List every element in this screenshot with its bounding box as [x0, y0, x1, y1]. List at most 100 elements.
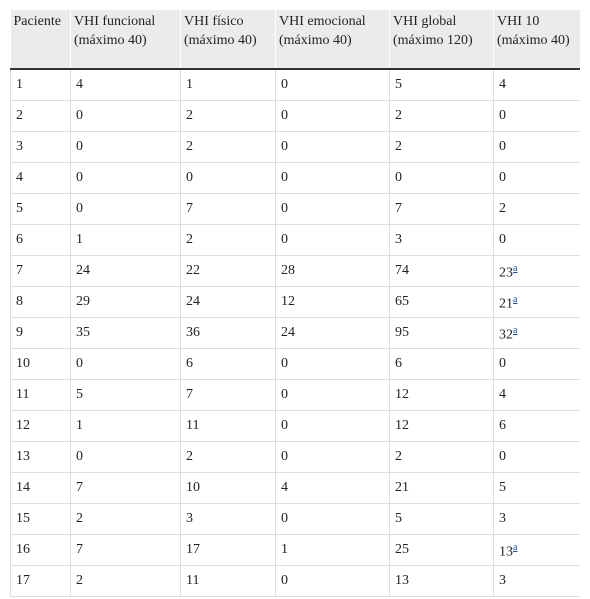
table-cell: 17	[180, 534, 276, 566]
table-cell: 12	[389, 410, 494, 442]
table-cell: 0	[180, 162, 276, 194]
table-cell: 11	[10, 379, 71, 411]
table-cell: 5	[389, 69, 494, 101]
table-cell: 16	[10, 534, 71, 566]
table-cell: 2	[70, 565, 181, 597]
table-cell: 24	[70, 255, 181, 287]
column-header: VHI 10 (máximo 40)	[493, 10, 580, 70]
table-cell: 36	[180, 317, 276, 349]
table-cell: 10	[180, 472, 276, 504]
table-cell: 6	[389, 348, 494, 380]
table-cell: 13a	[493, 534, 580, 566]
table-cell: 12	[275, 286, 390, 318]
table-cell: 13	[10, 441, 71, 473]
footnote-marker: a	[513, 261, 517, 274]
table-cell: 2	[10, 100, 71, 132]
table-cell: 0	[275, 441, 390, 473]
table-cell: 7	[10, 255, 71, 287]
table-cell: 5	[70, 379, 181, 411]
table-cell: 2	[493, 193, 580, 225]
column-header: VHI físico (máximo 40)	[180, 10, 276, 70]
table-row: 9 35 36 24 95 32a	[10, 317, 580, 349]
table-cell: 1	[70, 410, 181, 442]
footnote-link[interactable]: a	[513, 324, 518, 336]
table-cell: 0	[70, 131, 181, 163]
table-cell: 3	[180, 503, 276, 535]
table-cell: 12	[10, 410, 71, 442]
table-cell: 0	[275, 69, 390, 101]
table-cell: 3	[493, 565, 580, 597]
table-cell: 0	[70, 100, 181, 132]
table-cell: 13	[389, 565, 494, 597]
table-cell: 0	[275, 503, 390, 535]
cell-value: 23	[499, 265, 513, 281]
footnote-link[interactable]: a	[513, 541, 518, 553]
cell-value: 32	[499, 327, 513, 343]
table-cell: 11	[180, 565, 276, 597]
table-cell: 15	[10, 503, 71, 535]
table-cell: 3	[10, 131, 71, 163]
table-cell: 0	[275, 162, 390, 194]
table-cell: 2	[180, 100, 276, 132]
table-cell: 4	[493, 379, 580, 411]
table-cell: 22	[180, 255, 276, 287]
table-cell: 14	[10, 472, 71, 504]
table-cell: 12	[389, 379, 494, 411]
table-cell: 4	[10, 162, 71, 194]
table-cell: 21a	[493, 286, 580, 318]
table-cell: 9	[10, 317, 71, 349]
table-row: 15 2 3 0 5 3	[10, 503, 580, 535]
table-cell: 5	[10, 193, 71, 225]
table-cell: 2	[389, 441, 494, 473]
table-cell: 29	[70, 286, 181, 318]
header-row: Paciente VHI funcional (máximo 40) VHI fís…	[10, 10, 580, 70]
table-cell: 0	[275, 410, 390, 442]
table-cell: 0	[493, 224, 580, 256]
footnote-link[interactable]: a	[513, 262, 518, 274]
table-cell: 21	[389, 472, 494, 504]
table: Paciente VHI funcional (máximo 40) VHI fís…	[10, 10, 580, 597]
table-body: 1 4 1 0 5 4 2 0 2 0 2 0 3 0 2 0 2 0 4 0 0 0 0 0 5 0 7 0 7 2 6 1 2 0 3 0 7 24 2…	[10, 69, 580, 597]
table-cell: 2	[389, 131, 494, 163]
table-cell: 7	[180, 193, 276, 225]
table-cell: 0	[70, 162, 181, 194]
table-cell: 1	[180, 69, 276, 101]
table-cell: 0	[493, 100, 580, 132]
table-cell: 2	[180, 131, 276, 163]
table-cell: 0	[275, 131, 390, 163]
table-cell: 0	[70, 441, 181, 473]
table-cell: 7	[180, 379, 276, 411]
table-cell: 24	[180, 286, 276, 318]
table-cell: 7	[70, 534, 181, 566]
table-cell: 2	[180, 224, 276, 256]
table-cell: 0	[70, 348, 181, 380]
table-cell: 0	[275, 100, 390, 132]
table-cell: 95	[389, 317, 494, 349]
table-row: 14 7 10 4 21 5	[10, 472, 580, 504]
table-cell: 7	[70, 472, 181, 504]
table-cell: 65	[389, 286, 494, 318]
table-cell: 1	[10, 69, 71, 101]
column-header: VHI funcional (máximo 40)	[70, 10, 181, 70]
table-row: 7 24 22 28 74 23a	[10, 255, 580, 287]
table-cell: 1	[275, 534, 390, 566]
footnote-marker: a	[513, 292, 517, 305]
cell-value: 13	[499, 544, 513, 560]
column-header: Paciente	[10, 10, 71, 70]
table-row: 11 5 7 0 12 4	[10, 379, 580, 411]
table-row: 17 2 11 0 13 3	[10, 565, 580, 597]
table-cell: 0	[275, 379, 390, 411]
table-cell: 0	[389, 162, 494, 194]
table-cell: 25	[389, 534, 494, 566]
table-cell: 11	[180, 410, 276, 442]
footnote-link[interactable]: a	[513, 293, 518, 305]
table-cell: 1	[70, 224, 181, 256]
table-cell: 3	[389, 224, 494, 256]
table-cell: 6	[493, 410, 580, 442]
table-cell: 2	[389, 100, 494, 132]
table-row: 10 0 6 0 6 0	[10, 348, 580, 380]
table-cell: 4	[70, 69, 181, 101]
